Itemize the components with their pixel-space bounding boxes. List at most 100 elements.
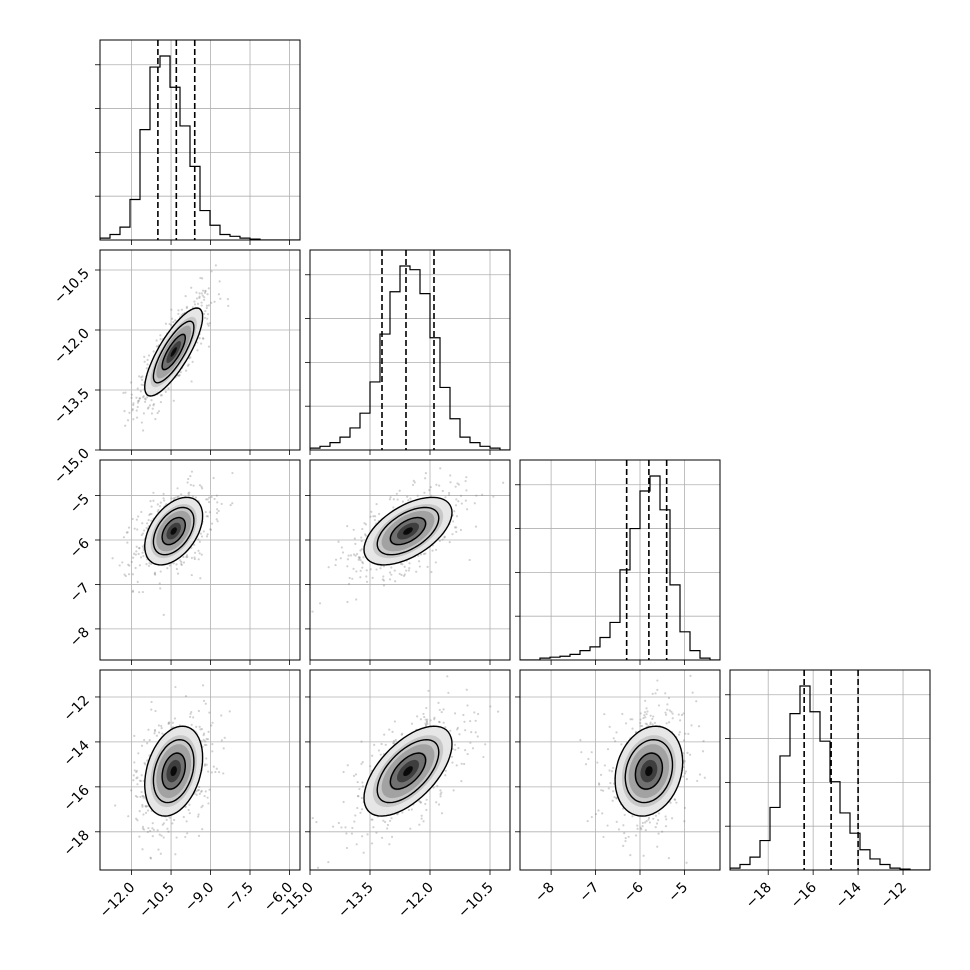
sample-point bbox=[438, 539, 441, 542]
sample-point bbox=[140, 744, 144, 747]
sample-point bbox=[382, 575, 385, 578]
sample-point bbox=[142, 828, 146, 831]
sample-point bbox=[210, 522, 214, 525]
sample-point bbox=[345, 846, 349, 850]
sample-point bbox=[337, 540, 340, 543]
sample-point bbox=[142, 412, 145, 415]
panel-content bbox=[310, 250, 510, 450]
sample-point bbox=[405, 569, 408, 572]
sample-point bbox=[463, 720, 466, 723]
sample-point bbox=[465, 476, 468, 479]
sample-point bbox=[642, 716, 645, 720]
sample-point bbox=[379, 753, 382, 756]
sample-point bbox=[122, 536, 126, 539]
sample-point bbox=[643, 711, 647, 714]
sample-point bbox=[360, 548, 363, 551]
sample-point bbox=[401, 732, 404, 735]
sample-point bbox=[152, 350, 155, 353]
sample-point bbox=[128, 411, 131, 414]
sample-point bbox=[407, 808, 411, 812]
sample-point bbox=[152, 402, 156, 406]
sample-point bbox=[186, 832, 189, 835]
sample-point bbox=[346, 525, 349, 528]
sample-point bbox=[382, 579, 386, 582]
sample-point bbox=[426, 718, 429, 721]
sample-point bbox=[377, 749, 381, 752]
sample-point bbox=[364, 523, 368, 526]
sample-point bbox=[452, 520, 455, 523]
sample-point bbox=[657, 704, 661, 707]
sample-point bbox=[135, 550, 138, 553]
sample-point bbox=[177, 374, 181, 377]
panel-0-0 bbox=[95, 39, 301, 245]
sample-point bbox=[159, 587, 162, 590]
sample-point bbox=[654, 692, 657, 695]
sample-point bbox=[203, 298, 206, 301]
sample-point bbox=[135, 518, 138, 521]
sample-point bbox=[182, 561, 186, 564]
sample-point bbox=[420, 814, 423, 817]
y-tick-label: −12.0 bbox=[51, 326, 93, 368]
sample-point bbox=[212, 765, 215, 768]
sample-point bbox=[424, 477, 427, 480]
sample-point bbox=[456, 726, 460, 730]
sample-point bbox=[231, 471, 234, 475]
sample-point bbox=[150, 700, 153, 704]
sample-point bbox=[590, 751, 593, 754]
sample-point bbox=[200, 301, 203, 304]
sample-point bbox=[684, 770, 688, 773]
sample-point bbox=[176, 487, 179, 490]
panel-content bbox=[100, 250, 300, 450]
sample-point bbox=[152, 491, 155, 494]
x-tick-label: −18 bbox=[743, 880, 775, 912]
sample-point bbox=[361, 560, 364, 564]
sample-point bbox=[654, 814, 658, 817]
sample-point bbox=[159, 338, 162, 341]
sample-point bbox=[138, 375, 141, 378]
sample-point bbox=[138, 835, 141, 838]
sample-point bbox=[139, 390, 142, 393]
sample-point bbox=[424, 472, 428, 475]
panel-frame bbox=[309, 249, 511, 451]
sample-point bbox=[141, 825, 145, 828]
sample-point bbox=[622, 844, 625, 847]
sample-point bbox=[360, 740, 363, 743]
sample-point bbox=[388, 819, 392, 823]
sample-point bbox=[157, 731, 161, 734]
sample-point bbox=[168, 322, 171, 326]
sample-point bbox=[645, 707, 648, 710]
sample-point bbox=[382, 819, 385, 822]
sample-point bbox=[136, 819, 139, 822]
sample-point bbox=[449, 474, 452, 477]
sample-point bbox=[603, 713, 606, 716]
sample-point bbox=[203, 296, 206, 299]
sample-point bbox=[456, 482, 459, 485]
sample-point bbox=[137, 752, 140, 755]
sample-point bbox=[429, 719, 432, 722]
sample-point bbox=[454, 748, 457, 751]
sample-point bbox=[202, 530, 205, 533]
sample-point bbox=[149, 857, 153, 860]
sample-point bbox=[438, 708, 441, 712]
sample-point bbox=[624, 722, 628, 725]
sample-point bbox=[680, 713, 684, 717]
sample-point bbox=[140, 510, 143, 514]
sample-point bbox=[205, 737, 208, 741]
sample-point bbox=[361, 835, 364, 838]
sample-point bbox=[684, 732, 687, 735]
sample-point bbox=[188, 491, 191, 494]
sample-point bbox=[203, 763, 207, 766]
panel-frame bbox=[99, 459, 301, 661]
sample-point bbox=[411, 483, 415, 487]
sample-point bbox=[647, 818, 650, 821]
sample-point bbox=[167, 722, 170, 725]
sample-point bbox=[612, 790, 615, 793]
sample-point bbox=[132, 402, 135, 405]
sample-point bbox=[205, 515, 208, 518]
x-tick-label: −5 bbox=[665, 880, 691, 906]
sample-point bbox=[346, 764, 349, 767]
sample-point bbox=[140, 556, 143, 559]
contour-line-2 bbox=[389, 516, 427, 546]
sample-point bbox=[141, 375, 144, 378]
sample-point bbox=[160, 394, 163, 397]
